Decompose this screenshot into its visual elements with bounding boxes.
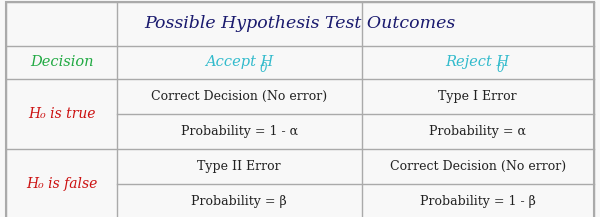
Text: Probability = 1 - α: Probability = 1 - α — [181, 125, 298, 138]
Text: Possible Hypothesis Test Outcomes: Possible Hypothesis Test Outcomes — [145, 15, 455, 32]
Text: Correct Decision (No error): Correct Decision (No error) — [151, 90, 328, 103]
Text: Reject H: Reject H — [446, 55, 510, 69]
Text: Probability = α: Probability = α — [429, 125, 526, 138]
Text: 0: 0 — [260, 62, 267, 75]
Text: Decision: Decision — [30, 55, 93, 69]
Text: 0: 0 — [497, 62, 504, 75]
Text: Probability = 1 - β: Probability = 1 - β — [420, 195, 536, 208]
Text: Correct Decision (No error): Correct Decision (No error) — [389, 160, 566, 173]
Text: Accept H: Accept H — [205, 55, 274, 69]
Text: Probability = β: Probability = β — [191, 195, 287, 208]
Text: Type II Error: Type II Error — [197, 160, 281, 173]
Text: H₀ is false: H₀ is false — [26, 177, 97, 191]
Text: Type I Error: Type I Error — [439, 90, 517, 103]
Text: H₀ is true: H₀ is true — [28, 107, 95, 121]
